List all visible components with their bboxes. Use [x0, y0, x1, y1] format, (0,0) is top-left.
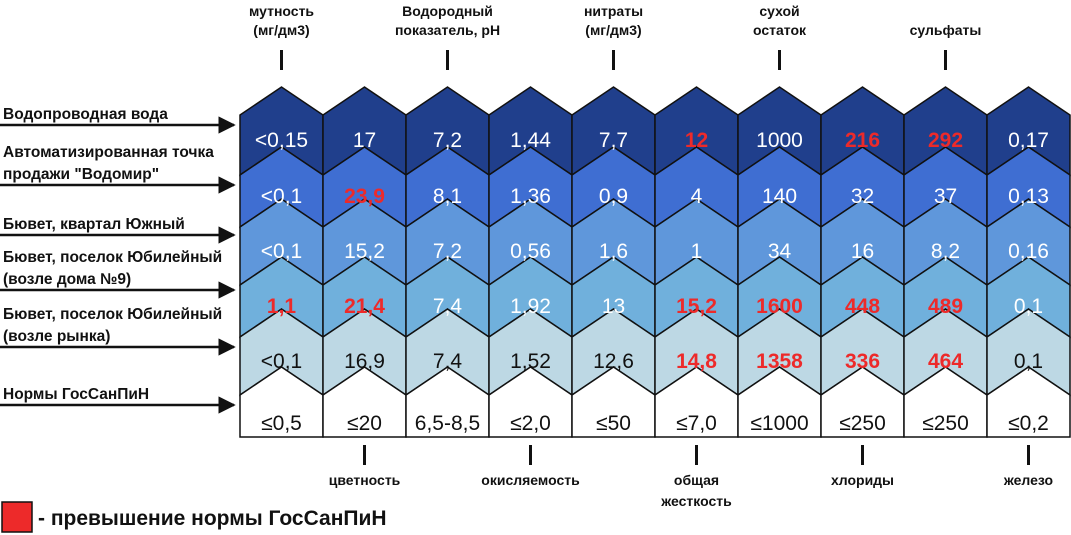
value-r5-c7: ≤250 — [839, 412, 886, 435]
value-r2-c1: 15,2 — [344, 240, 385, 263]
value-r4-c7: 336 — [845, 350, 880, 373]
value-r1-c2: 8,1 — [433, 185, 462, 208]
row-label-1-line-1: продажи "Водомир" — [3, 166, 159, 183]
value-r0-c0: <0,15 — [255, 129, 308, 152]
value-r4-c1: 16,9 — [344, 350, 385, 373]
chart-values: <0,15 17 7,2 1,44 7,7 12 1000 216 292 0,17 <0,1 23,… — [255, 129, 1049, 435]
column-label-0-line-0: мутность — [249, 3, 314, 19]
value-r1-c6: 140 — [762, 185, 797, 208]
column-label-7-line-0: хлориды — [831, 472, 894, 488]
row-label-2-line-0: Бювет, квартал Южный — [3, 216, 185, 233]
value-r0-c6: 1000 — [756, 129, 803, 152]
row-label-3-line-0: Бювет, поселок Юбилейный — [3, 249, 222, 266]
row-label-4-line-1: (возле рынка) — [3, 328, 110, 345]
column-label-9-line-0: железо — [1003, 472, 1053, 488]
value-r2-c8: 8,2 — [931, 240, 960, 263]
value-r3-c2: 7,4 — [433, 295, 463, 318]
value-r5-c5: ≤7,0 — [676, 412, 717, 435]
value-r0-c2: 7,2 — [433, 129, 462, 152]
column-label-1-line-0: цветность — [329, 472, 401, 488]
chart-cells — [239, 86, 1071, 438]
value-r2-c4: 1,6 — [599, 240, 628, 263]
value-r1-c3: 1,36 — [510, 185, 551, 208]
value-r5-c1: ≤20 — [347, 412, 382, 435]
value-r1-c1: 23,9 — [344, 185, 385, 208]
value-r3-c0: 1,1 — [267, 295, 297, 318]
value-r2-c7: 16 — [851, 240, 874, 263]
value-r1-c5: 4 — [691, 185, 703, 208]
cell-r5-c9 — [986, 366, 1071, 438]
column-label-8-line-0: сульфаты — [910, 22, 982, 38]
row-label-1-line-0: Автоматизированная точка — [3, 144, 214, 161]
value-r3-c5: 15,2 — [676, 295, 717, 318]
value-r2-c5: 1 — [691, 240, 703, 263]
row-label-0-line-0: Водопроводная вода — [3, 106, 168, 123]
column-label-3-line-0: окисляемость — [481, 472, 580, 488]
value-r1-c8: 37 — [934, 185, 957, 208]
value-r2-c3: 0,56 — [510, 240, 551, 263]
row-label-3-line-1: (возле дома №9) — [3, 271, 131, 288]
value-r2-c6: 34 — [768, 240, 792, 263]
value-r3-c4: 13 — [602, 295, 625, 318]
value-r4-c6: 1358 — [756, 350, 803, 373]
value-r2-c2: 7,2 — [433, 240, 462, 263]
row-label-4-line-0: Бювет, поселок Юбилейный — [3, 306, 222, 323]
legend: - превышение нормы ГосСанПиН — [1, 501, 387, 533]
value-r5-c3: ≤2,0 — [510, 412, 551, 435]
value-r5-c8: ≤250 — [922, 412, 969, 435]
value-r5-c2: 6,5-8,5 — [415, 412, 480, 435]
legend-label: - превышение нормы ГосСанПиН — [38, 507, 387, 530]
value-r4-c2: 7,4 — [433, 350, 463, 373]
value-r0-c3: 1,44 — [510, 129, 551, 152]
value-r1-c4: 0,9 — [599, 185, 628, 208]
column-label-5-line-0: общая — [674, 472, 719, 488]
value-r5-c6: ≤1000 — [750, 412, 808, 435]
row-labels: Водопроводная вода Автоматизированная точ… — [0, 106, 236, 414]
column-label-2-line-0: Водородный — [402, 3, 493, 19]
column-label-5-line-1: жесткость — [660, 493, 732, 509]
value-r0-c1: 17 — [353, 129, 376, 152]
value-r4-c9: 0,1 — [1014, 350, 1043, 373]
value-r4-c8: 464 — [928, 350, 963, 373]
value-r5-c9: ≤0,2 — [1008, 412, 1049, 435]
column-label-4-line-0: нитраты — [584, 3, 643, 19]
column-headers: мутность (мг/дм3) цветность Водородный показ… — [249, 3, 1053, 509]
value-r3-c7: 448 — [845, 295, 880, 318]
value-r4-c0: <0,1 — [261, 350, 302, 373]
column-label-0-line-1: (мг/дм3) — [253, 22, 309, 38]
value-r4-c3: 1,52 — [510, 350, 551, 373]
value-r3-c9: 0,1 — [1014, 295, 1043, 318]
column-label-4-line-1: (мг/дм3) — [585, 22, 641, 38]
value-r4-c5: 14,8 — [676, 350, 717, 373]
value-r0-c5: 12 — [685, 129, 708, 152]
value-r5-c4: ≤50 — [596, 412, 631, 435]
value-r3-c3: 1,92 — [510, 295, 551, 318]
column-label-6-line-1: остаток — [753, 22, 807, 38]
legend-swatch — [1, 501, 33, 533]
column-label-6-line-0: сухой — [759, 3, 799, 19]
value-r2-c9: 0,16 — [1008, 240, 1049, 263]
value-r0-c4: 7,7 — [599, 129, 628, 152]
value-r5-c0: ≤0,5 — [261, 412, 302, 435]
value-r3-c8: 489 — [928, 295, 963, 318]
column-label-2-line-1: показатель, pH — [395, 22, 500, 38]
value-r2-c0: <0,1 — [261, 240, 302, 263]
row-label-5-line-0: Нормы ГосСанПиН — [3, 386, 149, 403]
value-r0-c9: 0,17 — [1008, 129, 1049, 152]
value-r1-c0: <0,1 — [261, 185, 302, 208]
value-r0-c7: 216 — [845, 129, 880, 152]
value-r3-c6: 1600 — [756, 295, 803, 318]
value-r1-c7: 32 — [851, 185, 874, 208]
value-r1-c9: 0,13 — [1008, 185, 1049, 208]
value-r3-c1: 21,4 — [344, 295, 385, 318]
value-r4-c4: 12,6 — [593, 350, 634, 373]
value-r0-c8: 292 — [928, 129, 963, 152]
